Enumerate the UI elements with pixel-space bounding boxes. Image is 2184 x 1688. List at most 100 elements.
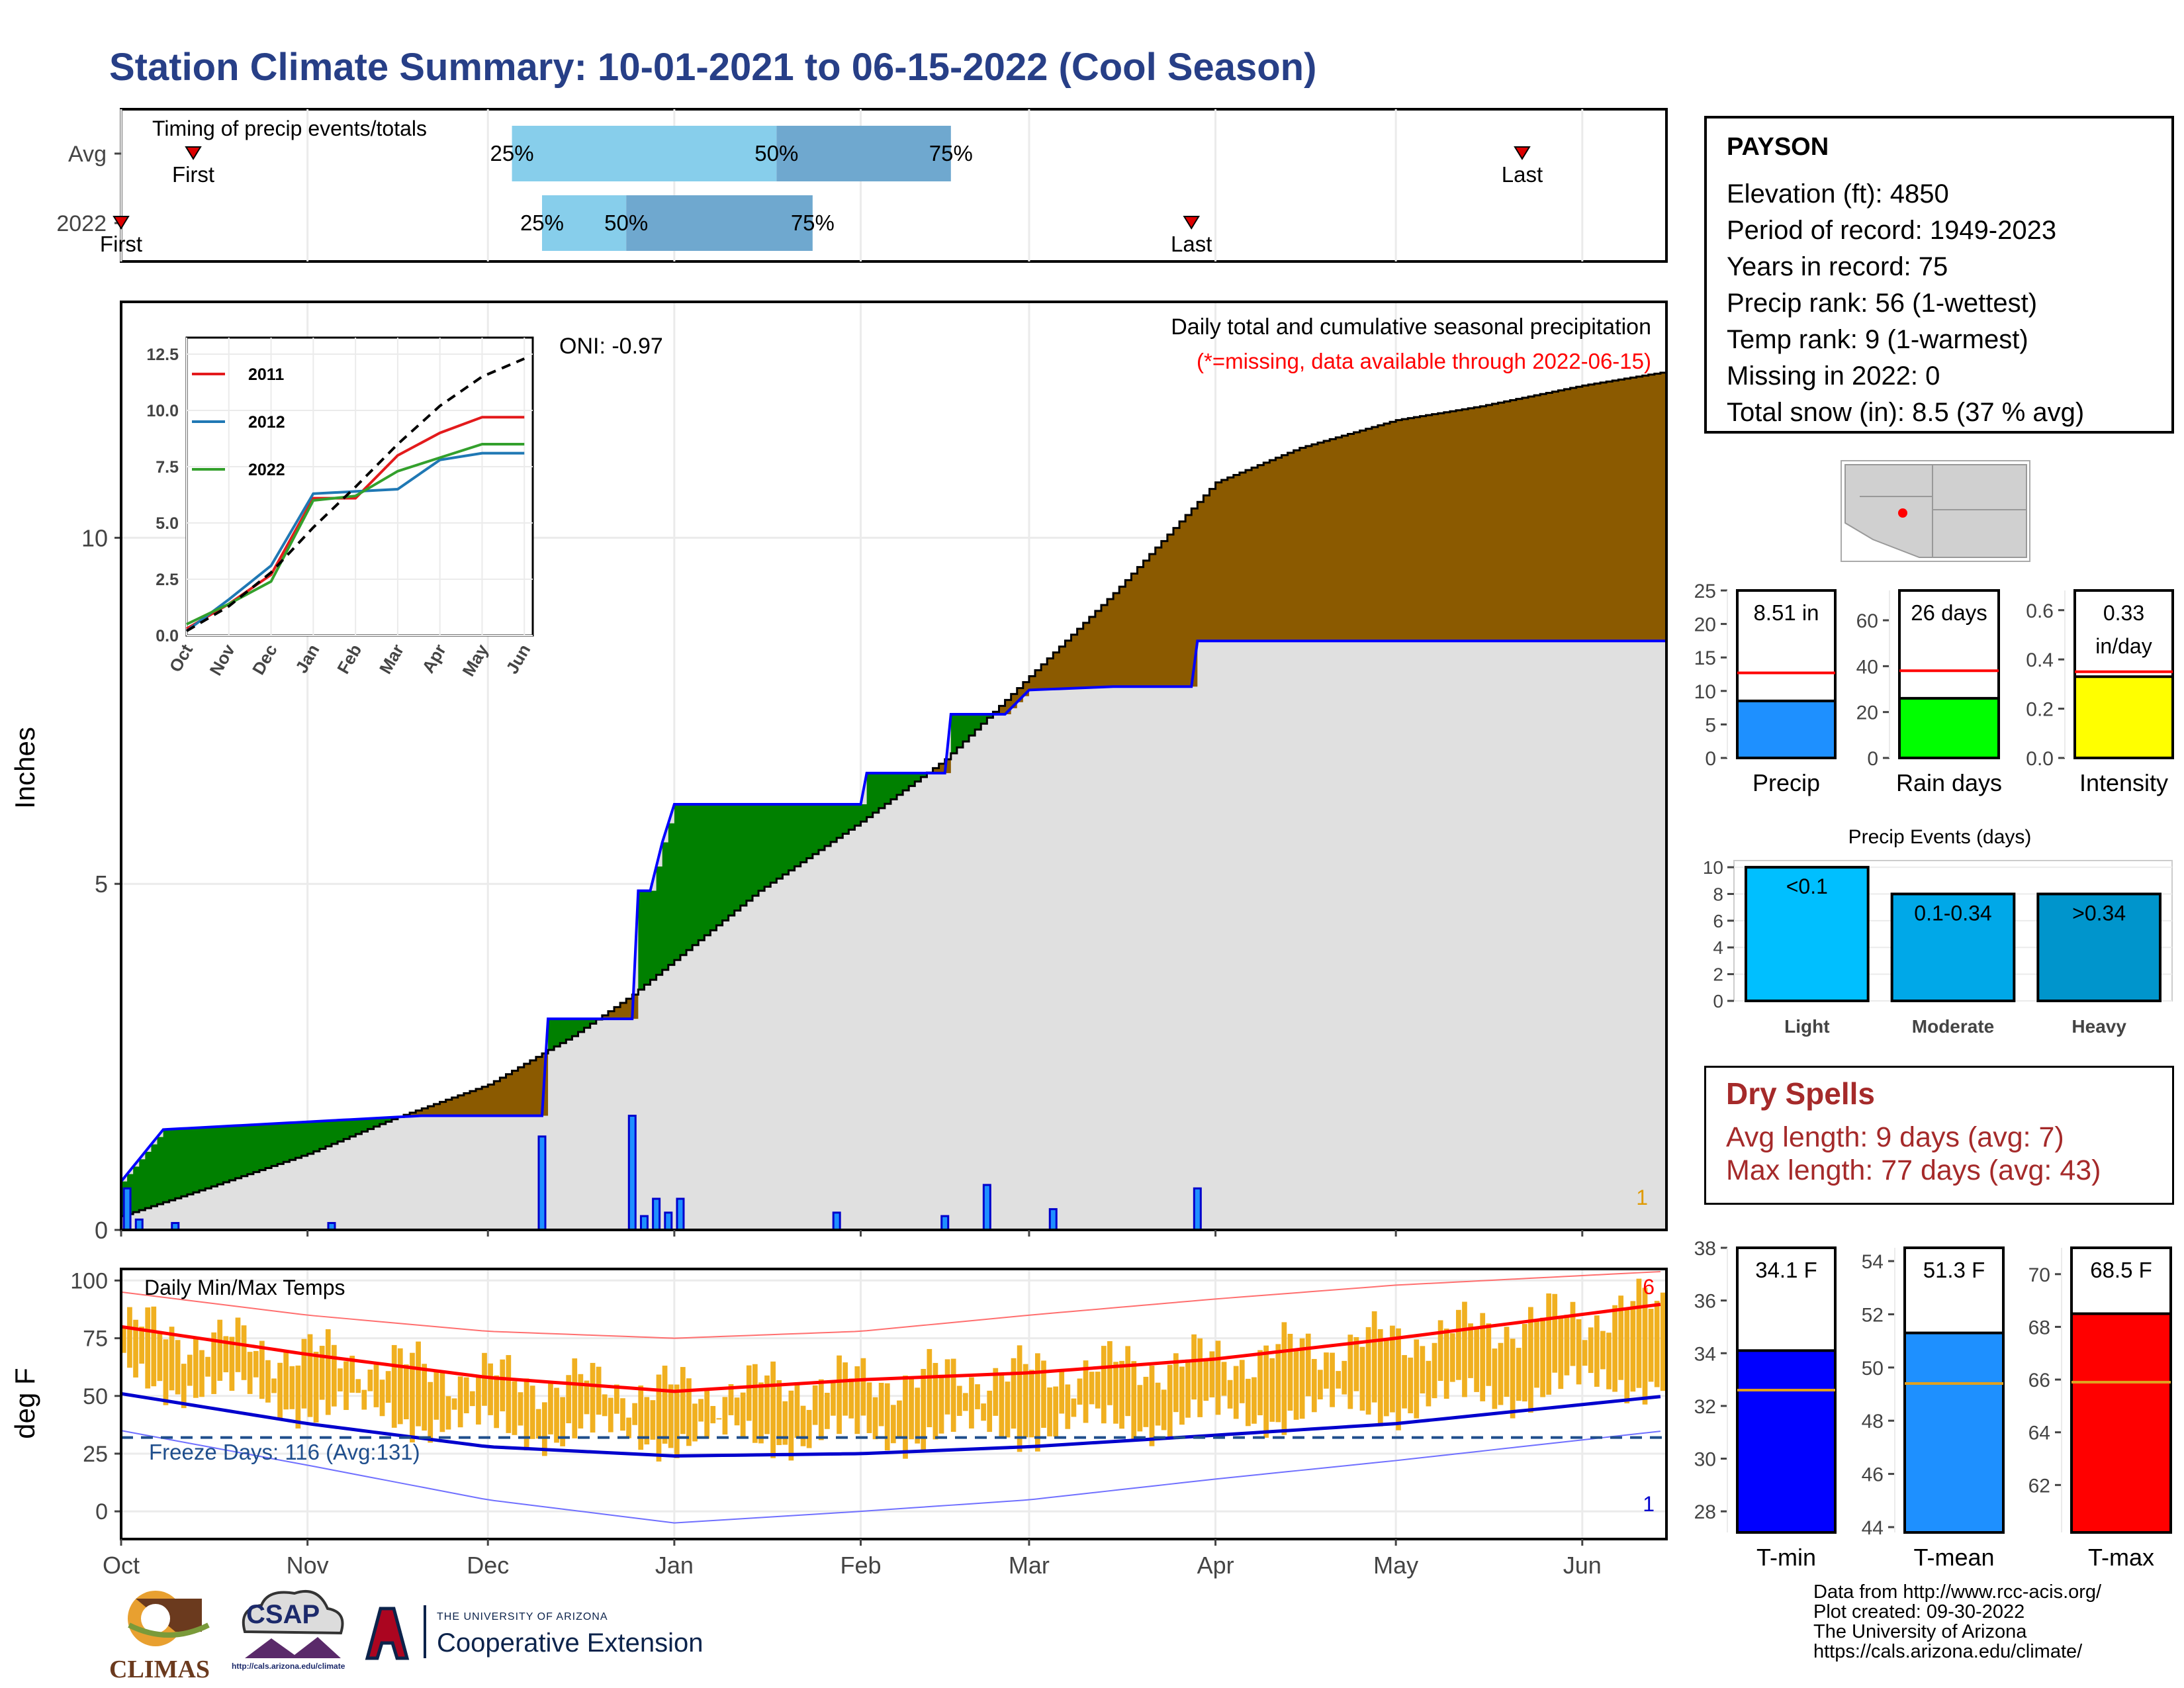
daily-temp-bar	[355, 1379, 361, 1393]
events-bar-label: >0.34	[2072, 901, 2126, 925]
precip-total-xlabel: Precip	[1752, 769, 1820, 796]
daily-temp-bar	[1462, 1301, 1467, 1397]
daily-temp-bar	[241, 1325, 247, 1380]
daily-temp-bar	[1606, 1333, 1612, 1389]
tmean-bar	[1903, 1331, 2005, 1534]
daily-temp-bar	[993, 1368, 999, 1416]
precip-total-ytick-label: 5	[1705, 714, 1716, 736]
daily-precip-bar	[122, 1187, 132, 1231]
daily-temp-bar	[151, 1306, 157, 1387]
daily-temp-bar	[734, 1397, 740, 1426]
ua-block-a-icon	[365, 1607, 410, 1660]
daily-temp-bar	[927, 1348, 933, 1428]
daily-temp-bar	[794, 1384, 800, 1438]
daily-temp-bar	[668, 1384, 674, 1448]
daily-temp-bar	[1474, 1328, 1479, 1392]
normal-cumulative-line	[120, 639, 1666, 1183]
daily-temp-bar	[1203, 1358, 1209, 1401]
events-ytick-label: 2	[1713, 964, 1723, 985]
daily-temp-bar	[127, 1307, 132, 1368]
daily-temp-bar	[482, 1352, 487, 1406]
temp-ytick-label: 75	[83, 1327, 108, 1352]
daily-temp-bar	[848, 1378, 854, 1419]
daily-temp-bar	[385, 1371, 391, 1403]
intensity-unit-label: in/day	[2095, 634, 2152, 658]
daily-temp-bar	[349, 1356, 355, 1393]
temp-xtick-label: Apr	[1197, 1552, 1234, 1579]
daily-temp-bar	[872, 1397, 878, 1440]
daily-temp-bar	[457, 1376, 463, 1428]
timing-q75-label: 75%	[929, 141, 973, 165]
daily-temp-bar	[1113, 1362, 1118, 1424]
daily-temp-bar	[1257, 1350, 1263, 1416]
dry-spells-box: Dry Spells Avg length: 9 days (avg: 7) M…	[1704, 1066, 2174, 1205]
intensity-bar	[2073, 675, 2174, 759]
daily-temp-bar	[1209, 1351, 1215, 1397]
events-title: Precip Events (days)	[1848, 826, 2032, 848]
daily-temp-bar	[1540, 1317, 1545, 1397]
inset-ytick-label: 10.0	[146, 402, 179, 420]
daily-temp-bar	[758, 1382, 764, 1444]
daily-temp-bar	[1630, 1301, 1636, 1392]
daily-temp-bar	[1137, 1385, 1143, 1432]
daily-temp-bar	[746, 1365, 752, 1421]
daily-temp-bar	[837, 1355, 842, 1434]
tmean-ytick-label: 44	[1862, 1517, 1884, 1539]
events-bar	[1890, 892, 2016, 1002]
temp-xtick-label: Jun	[1563, 1552, 1602, 1579]
timing-bar-lower	[512, 126, 777, 181]
ua-small-text: THE UNIVERSITY OF ARIZONA	[437, 1611, 608, 1622]
record-high-line	[120, 1270, 1661, 1339]
daily-temp-bar	[1365, 1327, 1371, 1415]
daily-temp-bar	[1480, 1313, 1486, 1401]
tmean-ytick-label: 50	[1862, 1358, 1884, 1380]
daily-temp-bar	[422, 1364, 428, 1431]
daily-temp-bar	[1516, 1348, 1522, 1401]
temp-ytick-label: 100	[70, 1268, 108, 1293]
inset-series-line	[185, 451, 525, 632]
tmean-ytick-label: 46	[1862, 1464, 1884, 1486]
daily-temp-bar	[169, 1327, 175, 1391]
record-high-count: 6	[1643, 1275, 1655, 1299]
daily-temp-bar	[313, 1352, 319, 1423]
daily-temp-bar	[1504, 1327, 1510, 1397]
daily-temp-bar	[1053, 1386, 1058, 1437]
daily-temp-bar	[476, 1375, 481, 1425]
daily-temp-bar	[181, 1364, 187, 1409]
daily-temp-bar	[969, 1377, 974, 1429]
rain-days-ytick-label: 20	[1856, 702, 1878, 724]
daily-precip-bar	[664, 1211, 673, 1231]
temp-xtick-label: Mar	[1009, 1552, 1050, 1579]
daily-temp-bar	[1486, 1323, 1492, 1386]
tmin-value-label: 34.1 F	[1755, 1258, 1817, 1282]
daily-temp-bar	[338, 1368, 343, 1391]
daily-temp-bar	[1191, 1334, 1197, 1400]
daily-temp-bar	[319, 1346, 325, 1400]
csap-cloud-icon	[242, 1589, 344, 1658]
daily-temp-bar	[554, 1387, 559, 1443]
daily-temp-bar	[1155, 1382, 1161, 1426]
daily-temp-bar	[921, 1369, 927, 1452]
daily-temp-bar	[523, 1378, 529, 1451]
daily-temp-bar	[1318, 1370, 1323, 1399]
cumulative-precip-line	[121, 371, 1668, 1217]
inset-series-line	[185, 357, 525, 632]
daily-temp-bar	[1510, 1338, 1516, 1419]
daily-temp-bar	[1215, 1340, 1221, 1415]
precip-total-ytick-label: 25	[1694, 581, 1716, 602]
daily-temp-bar	[956, 1385, 962, 1416]
record-low-count: 1	[1643, 1492, 1655, 1516]
daily-temp-bar	[205, 1356, 210, 1377]
rain-days-value-label: 26 days	[1911, 600, 1987, 625]
daily-temp-bar	[439, 1371, 445, 1432]
timing-q25-label: 25%	[520, 211, 564, 235]
daily-temp-bar	[1221, 1362, 1227, 1396]
daily-temp-bar	[1353, 1336, 1359, 1391]
events-ytick-label: 8	[1713, 884, 1723, 904]
temp-xtick-label: Oct	[103, 1552, 140, 1579]
temp-xtick-label: Nov	[287, 1552, 329, 1579]
daily-temp-bar	[915, 1387, 921, 1444]
ua-big-text: Cooperative Extension	[437, 1628, 704, 1658]
tmin-ytick-label: 34	[1694, 1343, 1716, 1365]
timing-q50-label: 50%	[754, 141, 798, 165]
